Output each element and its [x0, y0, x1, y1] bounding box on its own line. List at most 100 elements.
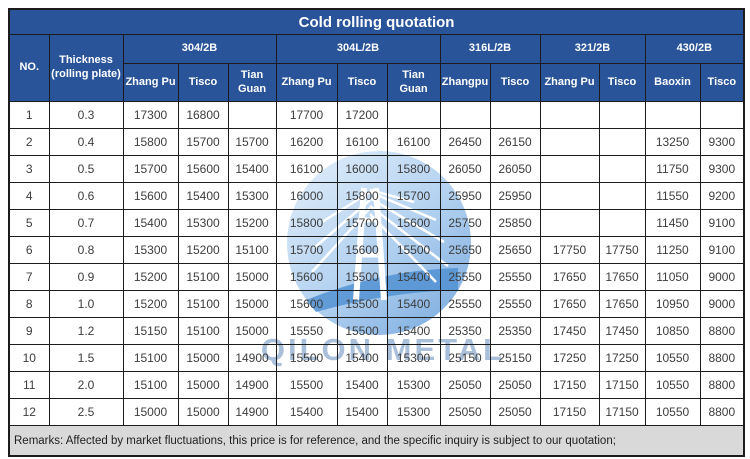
price-cell: 15800 [122, 128, 179, 156]
supplier-header-304-tianguan: Tian Guan [227, 63, 277, 102]
price-cell: 15500 [336, 263, 388, 291]
price-cell: 25650 [439, 236, 491, 264]
price-cell: 26050 [489, 155, 541, 183]
price-cell [598, 209, 646, 237]
price-cell: 25550 [439, 263, 491, 291]
price-cell: 17650 [539, 263, 600, 291]
supplier-header-430-tisco: Tisco [699, 63, 745, 102]
row-number-cell: 5 [8, 209, 50, 237]
price-cell: 15400 [122, 209, 179, 237]
price-cell: 15700 [275, 236, 338, 264]
price-cell [539, 182, 600, 210]
row-number-cell: 1 [8, 101, 50, 129]
price-cell: 15200 [122, 263, 179, 291]
price-cell: 15400 [336, 371, 388, 399]
supplier-header-304-zhangpu: Zhang Pu [122, 63, 179, 102]
supplier-header-321-tisco: Tisco [598, 63, 646, 102]
col-header-thickness: Thickness (rolling plate) [48, 34, 124, 102]
supplier-header-316l-zhangpu: Zhangpu [439, 63, 491, 102]
price-cell: 15000 [227, 290, 277, 318]
row-number-cell: 9 [8, 317, 50, 345]
price-cell: 15300 [386, 398, 441, 426]
thickness-cell: 1.5 [48, 344, 124, 372]
price-cell: 17750 [539, 236, 600, 264]
quotation-table: Cold rolling quotation NO. Thickness (ro… [8, 8, 746, 457]
supplier-header-316l-tisco: Tisco [489, 63, 541, 102]
price-cell: 15400 [386, 290, 441, 318]
price-cell [439, 101, 491, 129]
price-cell: 17150 [539, 398, 600, 426]
row-number-cell: 10 [8, 344, 50, 372]
price-cell: 15100 [177, 317, 229, 345]
price-cell [598, 182, 646, 210]
price-cell: 25050 [489, 398, 541, 426]
price-cell [644, 101, 701, 129]
grade-header-316l-2b: 316L/2B [439, 34, 541, 64]
price-cell: 17700 [275, 101, 338, 129]
price-cell: 9100 [699, 236, 745, 264]
price-cell: 15300 [122, 236, 179, 264]
price-cell: 8800 [699, 371, 745, 399]
price-cell: 15300 [386, 371, 441, 399]
price-cell [598, 128, 646, 156]
row-number-cell: 11 [8, 371, 50, 399]
price-cell: 25150 [489, 344, 541, 372]
price-cell: 16000 [336, 155, 388, 183]
thickness-cell: 0.3 [48, 101, 124, 129]
price-cell: 17450 [598, 317, 646, 345]
col-header-no: NO. [8, 34, 50, 102]
price-cell: 25550 [489, 290, 541, 318]
price-cell: 10550 [644, 344, 701, 372]
table-row: 8 1.0 15200 15100 15000 15600 15500 15400 25550 2… [8, 290, 745, 318]
thickness-cell: 1.2 [48, 317, 124, 345]
row-number-cell: 2 [8, 128, 50, 156]
page-title: Cold rolling quotation [8, 8, 745, 35]
price-cell: 10550 [644, 398, 701, 426]
price-cell: 10950 [644, 290, 701, 318]
price-cell: 11450 [644, 209, 701, 237]
supplier-header-304-tisco: Tisco [177, 63, 229, 102]
price-cell: 15400 [227, 155, 277, 183]
price-cell: 16100 [386, 128, 441, 156]
price-cell: 8800 [699, 344, 745, 372]
price-cell: 15500 [336, 290, 388, 318]
price-cell: 15000 [177, 398, 229, 426]
price-cell: 15000 [177, 344, 229, 372]
price-cell: 17250 [539, 344, 600, 372]
price-cell: 17150 [539, 371, 600, 399]
price-cell: 25050 [439, 371, 491, 399]
price-cell: 25950 [489, 182, 541, 210]
price-cell: 17200 [336, 101, 388, 129]
price-cell: 15700 [227, 128, 277, 156]
price-cell: 15700 [386, 182, 441, 210]
price-cell: 17650 [539, 290, 600, 318]
row-number-cell: 7 [8, 263, 50, 291]
price-cell: 25950 [439, 182, 491, 210]
price-cell: 15100 [122, 344, 179, 372]
grade-header-430-2b: 430/2B [644, 34, 745, 64]
thickness-cell: 2.0 [48, 371, 124, 399]
price-cell: 15000 [227, 317, 277, 345]
price-cell: 17150 [598, 398, 646, 426]
price-cell: 10850 [644, 317, 701, 345]
price-cell: 11750 [644, 155, 701, 183]
grade-header-row: NO. Thickness (rolling plate) 304/2B 304… [8, 34, 745, 102]
table-row: 4 0.6 15600 15400 15300 16000 15800 15700 25950 2… [8, 182, 745, 210]
price-cell: 15100 [122, 371, 179, 399]
row-number-cell: 6 [8, 236, 50, 264]
price-cell: 25350 [489, 317, 541, 345]
price-cell [489, 101, 541, 129]
price-cell: 17150 [598, 371, 646, 399]
price-cell: 15200 [177, 236, 229, 264]
price-cell: 11050 [644, 263, 701, 291]
thickness-cell: 2.5 [48, 398, 124, 426]
price-cell: 15200 [122, 290, 179, 318]
price-cell: 16100 [336, 128, 388, 156]
price-cell: 25650 [489, 236, 541, 264]
thickness-cell: 0.6 [48, 182, 124, 210]
price-cell: 15400 [386, 263, 441, 291]
price-cell: 13250 [644, 128, 701, 156]
price-cell: 25550 [439, 290, 491, 318]
remarks-text: Remarks: Affected by market fluctuations… [8, 425, 745, 457]
